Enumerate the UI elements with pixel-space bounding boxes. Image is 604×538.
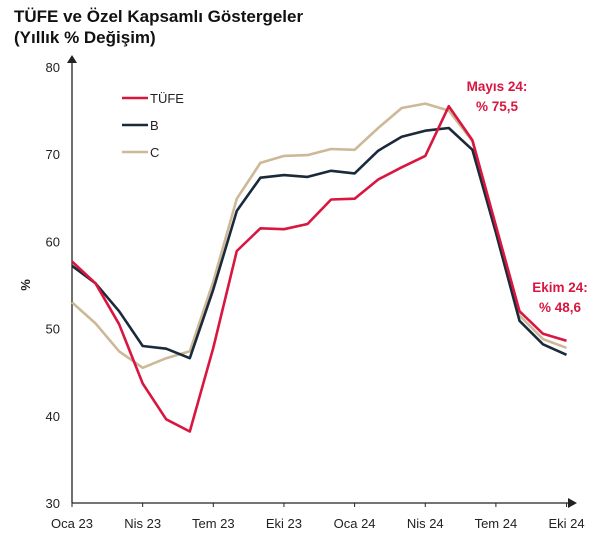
x-axis-arrow bbox=[568, 498, 577, 508]
x-tick-label: Oca 24 bbox=[334, 516, 376, 531]
y-axis-arrow bbox=[67, 55, 77, 63]
annotation-value: % 75,5 bbox=[476, 99, 519, 114]
y-tick-label: 80 bbox=[46, 60, 60, 75]
annotation-value: % 48,6 bbox=[539, 300, 582, 315]
y-tick-label: 40 bbox=[46, 409, 60, 424]
series-line-b bbox=[71, 126, 568, 360]
annotation-label: Mayıs 24: bbox=[467, 79, 528, 94]
x-tick-label: Tem 24 bbox=[475, 516, 518, 531]
x-tick-label: Eki 24 bbox=[548, 516, 584, 531]
x-tick-label: Tem 23 bbox=[192, 516, 235, 531]
y-tick-label: 50 bbox=[46, 322, 60, 337]
x-tick-label: Oca 23 bbox=[51, 516, 93, 531]
legend-label: TÜFE bbox=[150, 91, 184, 106]
y-axis-label: % bbox=[18, 279, 33, 291]
x-tick-label: Eki 23 bbox=[266, 516, 302, 531]
series-line-tfe bbox=[71, 104, 567, 433]
annotation-label: Ekim 24: bbox=[532, 280, 588, 295]
y-tick-label: 70 bbox=[46, 147, 60, 162]
legend-label: B bbox=[150, 118, 159, 133]
series-line-c bbox=[71, 102, 567, 370]
y-tick-label: 60 bbox=[46, 234, 60, 249]
chart-title-main: TÜFE ve Özel Kapsamlı Göstergeler bbox=[14, 7, 304, 26]
x-tick-label: Nis 24 bbox=[407, 516, 444, 531]
y-tick-label: 30 bbox=[46, 496, 60, 511]
legend-label: C bbox=[150, 145, 159, 160]
chart-subtitle: (Yıllık % Değişim) bbox=[14, 28, 156, 47]
chart-title: TÜFE ve Özel Kapsamlı Göstergeler (Yıllı… bbox=[14, 6, 303, 48]
x-tick-label: Nis 23 bbox=[124, 516, 161, 531]
